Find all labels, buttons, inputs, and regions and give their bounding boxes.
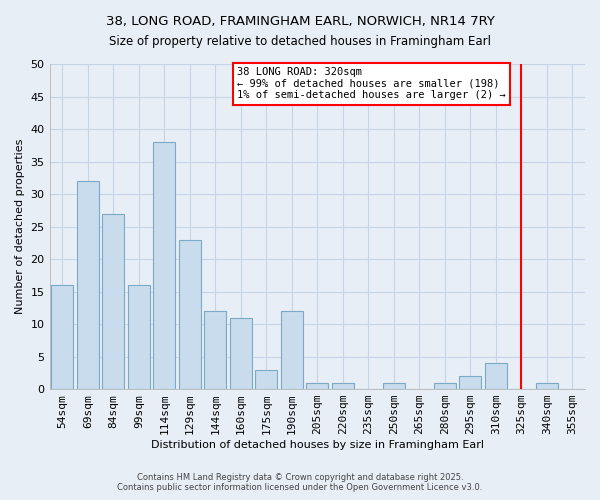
Bar [52, 285, 73, 389]
Bar [179, 240, 200, 389]
Text: 38 LONG ROAD: 320sqm
← 99% of detached houses are smaller (198)
1% of semi-detac: 38 LONG ROAD: 320sqm ← 99% of detached h… [237, 68, 506, 100]
Bar [154, 142, 175, 389]
X-axis label: Distribution of detached houses by size in Framingham Earl: Distribution of detached houses by size … [151, 440, 484, 450]
Y-axis label: Number of detached properties: Number of detached properties [15, 139, 25, 314]
Bar [281, 311, 302, 389]
Bar [256, 370, 277, 389]
Bar [434, 382, 455, 389]
Text: 38, LONG ROAD, FRAMINGHAM EARL, NORWICH, NR14 7RY: 38, LONG ROAD, FRAMINGHAM EARL, NORWICH,… [106, 15, 494, 28]
Bar [383, 382, 404, 389]
Bar [536, 382, 557, 389]
Text: Contains HM Land Registry data © Crown copyright and database right 2025.
Contai: Contains HM Land Registry data © Crown c… [118, 473, 482, 492]
Text: Size of property relative to detached houses in Framingham Earl: Size of property relative to detached ho… [109, 35, 491, 48]
Bar [103, 214, 124, 389]
Bar [485, 363, 506, 389]
Bar [332, 382, 353, 389]
Bar [460, 376, 481, 389]
Bar [77, 181, 98, 389]
Bar [230, 318, 251, 389]
Bar [205, 311, 226, 389]
Bar [307, 382, 328, 389]
Bar [128, 285, 149, 389]
